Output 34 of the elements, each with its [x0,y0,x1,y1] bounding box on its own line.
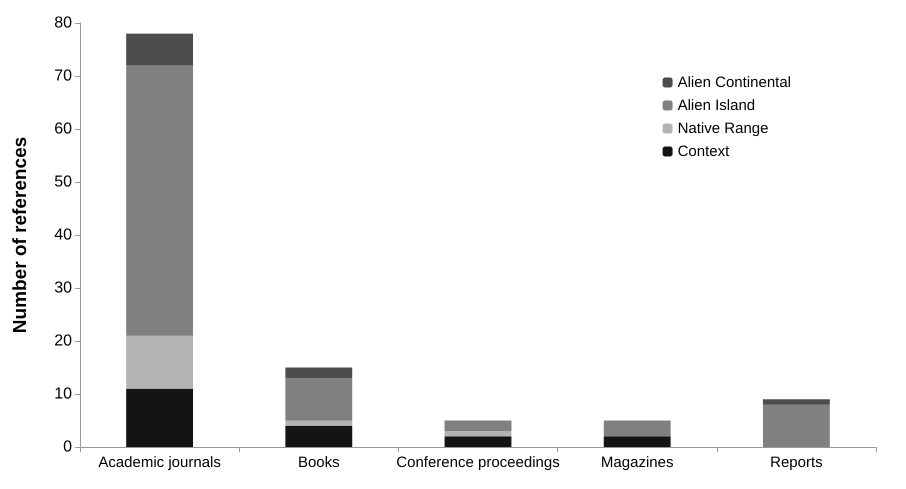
bar [762,399,830,405]
bar [444,436,512,447]
y-tick-label: 60 [54,120,72,138]
x-tick-label: Academic journals [98,454,221,471]
bar [604,420,671,436]
bar [762,404,830,447]
bar [126,336,194,389]
y-tick-label: 0 [63,438,72,456]
y-axis-title: Number of references [10,136,31,334]
bar [285,426,352,447]
legend-label: Native Range [678,120,768,137]
legend-label: Alien Continental [678,74,792,91]
legend-label: Context [678,143,730,160]
bar [126,388,194,447]
x-tick-label: Conference proceedings [396,454,560,471]
y-tick-label: 10 [54,386,72,402]
bar [285,420,352,426]
x-tick-label: Reports [770,454,823,471]
y-tick-label: 50 [54,174,72,190]
bar [444,420,512,432]
bar [444,431,512,436]
bar [604,436,671,447]
y-tick-label: 30 [54,280,72,296]
x-tick-label: Books [298,454,340,471]
y-tick-label: 40 [54,226,72,244]
y-tick-label: 70 [54,68,72,84]
bar [126,34,194,66]
x-tick-label: Magazines [600,454,674,471]
bar [285,378,352,420]
y-tick-label: 80 [54,14,72,32]
legend-label: Alien Island [678,97,756,114]
bar [126,65,194,336]
bar [285,368,352,378]
y-tick-label: 20 [54,332,72,350]
